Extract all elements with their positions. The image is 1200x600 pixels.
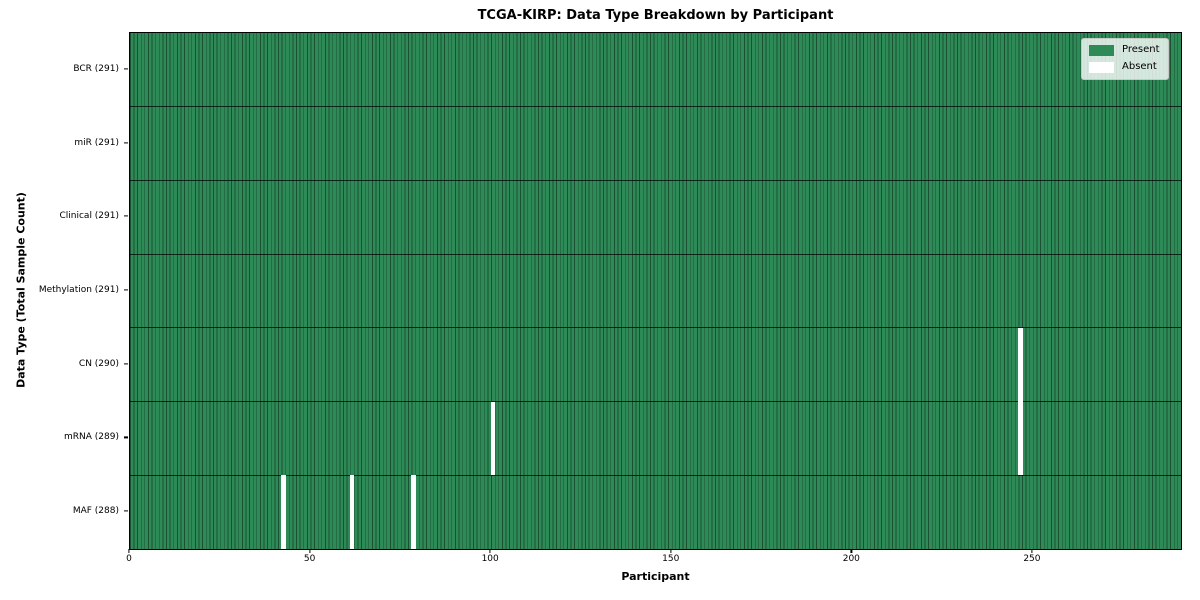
- y-tick-mark: [124, 68, 128, 70]
- x-tick-area: 0 50 100 150 200 250: [126, 549, 1180, 575]
- y-tick-mark: [124, 363, 128, 365]
- y-tick-label-mRNA: mRNA (289): [64, 432, 119, 443]
- x-tick-label-250: 250: [1023, 554, 1041, 564]
- x-tick-mark: [308, 549, 311, 553]
- legend-label-absent: Absent: [1122, 61, 1157, 72]
- row-divider: [130, 179, 1181, 181]
- absent-cell-MAF-42: [281, 475, 286, 549]
- absent-cell-mRNA-100: [490, 401, 496, 476]
- y-tick-mark: [124, 141, 128, 144]
- x-tick-mark: [1031, 549, 1033, 553]
- x-tick-mark: [489, 549, 491, 553]
- absent-cell-CN-246: [1018, 327, 1023, 402]
- x-axis-label: Participant: [621, 570, 690, 583]
- row-divider: [130, 474, 1181, 476]
- y-tick-mark: [124, 289, 128, 291]
- x-tick-mark: [850, 549, 852, 553]
- row-divider: [130, 253, 1181, 255]
- y-tick-label-BCR: BCR (291): [73, 63, 119, 74]
- x-tick-label-100: 100: [481, 554, 499, 564]
- row-divider: [130, 327, 1181, 329]
- y-tick-label-miR: miR (291): [74, 137, 119, 148]
- y-tick-mark: [124, 510, 128, 512]
- x-tick-label-150: 150: [662, 554, 680, 564]
- legend-entry-present: Present: [1089, 44, 1160, 56]
- y-tick-area: BCR (291) miR (291) Clinical (291) Methylat…: [0, 32, 129, 548]
- x-tick-label-0: 0: [126, 554, 132, 564]
- y-tick-mark: [124, 215, 128, 217]
- row-divider: [130, 401, 1181, 403]
- absent-cell-MAF-78: [411, 475, 416, 549]
- x-tick-label-200: 200: [842, 554, 860, 564]
- y-tick-label-CN: CN (290): [78, 358, 119, 369]
- y-tick-label-Methylation: Methylation (291): [38, 285, 119, 295]
- absent-cell-mRNA-246: [1018, 401, 1023, 476]
- absent-cell-MAF-61: [349, 475, 355, 549]
- legend-label-present: Present: [1122, 44, 1160, 55]
- chart-title: TCGA-KIRP: Data Type Breakdown by Partic…: [477, 8, 834, 23]
- absent-swatch-icon: [1089, 61, 1114, 73]
- legend-entry-absent: Absent: [1089, 61, 1160, 73]
- y-tick-label-MAF: MAF (288): [72, 506, 119, 517]
- present-swatch-icon: [1089, 44, 1114, 56]
- legend: Present Absent: [1081, 38, 1169, 80]
- row-divider: [130, 106, 1181, 108]
- x-tick-mark: [128, 549, 130, 553]
- y-tick-label-Clinical: Clinical (291): [59, 211, 119, 222]
- y-tick-mark: [124, 436, 128, 439]
- plot-area: [129, 32, 1182, 550]
- x-tick-label-50: 50: [303, 554, 316, 564]
- x-tick-mark: [670, 549, 672, 553]
